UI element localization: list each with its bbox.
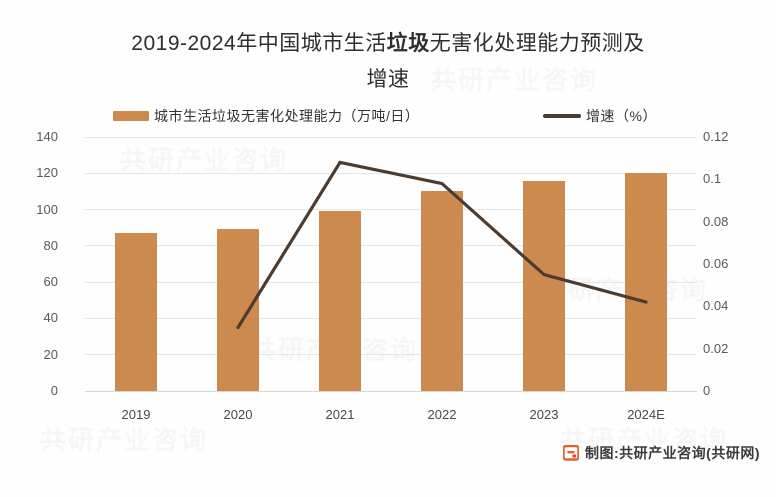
bar-2019 <box>115 233 157 391</box>
y-left-tick: 140 <box>36 129 58 144</box>
legend-line-swatch-icon <box>543 114 581 118</box>
legend-growth-label: 增速（%） <box>586 108 657 124</box>
y-left-tick: 40 <box>43 310 58 326</box>
footer-credit-text: 制图:共研产业咨询(共研网) <box>585 445 760 461</box>
y-left-tick: 100 <box>36 201 58 217</box>
y-axis-left: 0 20 40 60 80 100 120 140 <box>0 129 62 398</box>
bar-2021 <box>319 211 361 391</box>
x-tick-2023: 2023 <box>529 407 559 422</box>
gridline <box>85 136 697 138</box>
plot-area <box>85 136 697 392</box>
bar-2020 <box>217 228 259 391</box>
legend-item-capacity: 城市生活垃圾无害化处理能力（万吨/日） <box>113 106 419 126</box>
y-left-tick: 20 <box>43 346 58 362</box>
y-right-tick: 0.06 <box>703 256 729 271</box>
y-left-tick: 60 <box>43 274 58 290</box>
bar-2022 <box>421 191 463 391</box>
y-right-tick: 0.02 <box>703 340 729 356</box>
bar-2024E <box>625 173 667 391</box>
x-axis: 2019 2020 2021 2022 2023 2024E <box>85 403 697 425</box>
x-tick-2020: 2020 <box>223 407 253 422</box>
y-right-tick: 0 <box>703 383 711 398</box>
watermark-text: 共研产业咨询 <box>40 420 208 457</box>
y-left-tick: 0 <box>50 383 58 398</box>
gridline <box>85 245 697 247</box>
growth-line <box>236 160 648 330</box>
x-tick-2024E: 2024E <box>627 407 665 422</box>
x-tick-2019: 2019 <box>121 407 151 422</box>
chart-title: 2019-2024年中国城市生活垃圾无害化处理能力预测及 增速 <box>0 26 776 97</box>
footer-credit: 制图:共研产业咨询(共研网) <box>563 443 760 463</box>
x-tick-2022: 2022 <box>427 407 457 422</box>
bar-2023 <box>523 181 565 391</box>
y-right-tick: 0.12 <box>703 129 729 144</box>
gridline <box>85 281 697 283</box>
gridline <box>85 354 697 356</box>
legend-bar-swatch-icon <box>113 111 149 121</box>
gridline <box>85 209 697 211</box>
x-tick-2021: 2021 <box>325 407 355 422</box>
y-axis-right: 0 0.02 0.04 0.06 0.08 0.1 0.12 <box>703 129 763 398</box>
chart-title-line2: 增速 <box>366 67 410 91</box>
gridline <box>85 390 697 392</box>
y-right-tick: 0.08 <box>703 213 729 229</box>
y-left-tick: 120 <box>36 165 58 181</box>
legend-item-growth: 增速（%） <box>543 106 657 126</box>
gridline <box>85 317 697 319</box>
y-right-tick: 0.04 <box>703 298 729 314</box>
gongyan-logo-icon <box>563 445 579 461</box>
legend-capacity-label: 城市生活垃圾无害化处理能力（万吨/日） <box>154 108 420 124</box>
y-left-tick: 80 <box>43 237 58 253</box>
chart-title-line1: 2019-2024年中国城市生活垃圾无害化处理能力预测及 <box>131 32 645 55</box>
y-right-tick: 0.1 <box>703 171 722 187</box>
